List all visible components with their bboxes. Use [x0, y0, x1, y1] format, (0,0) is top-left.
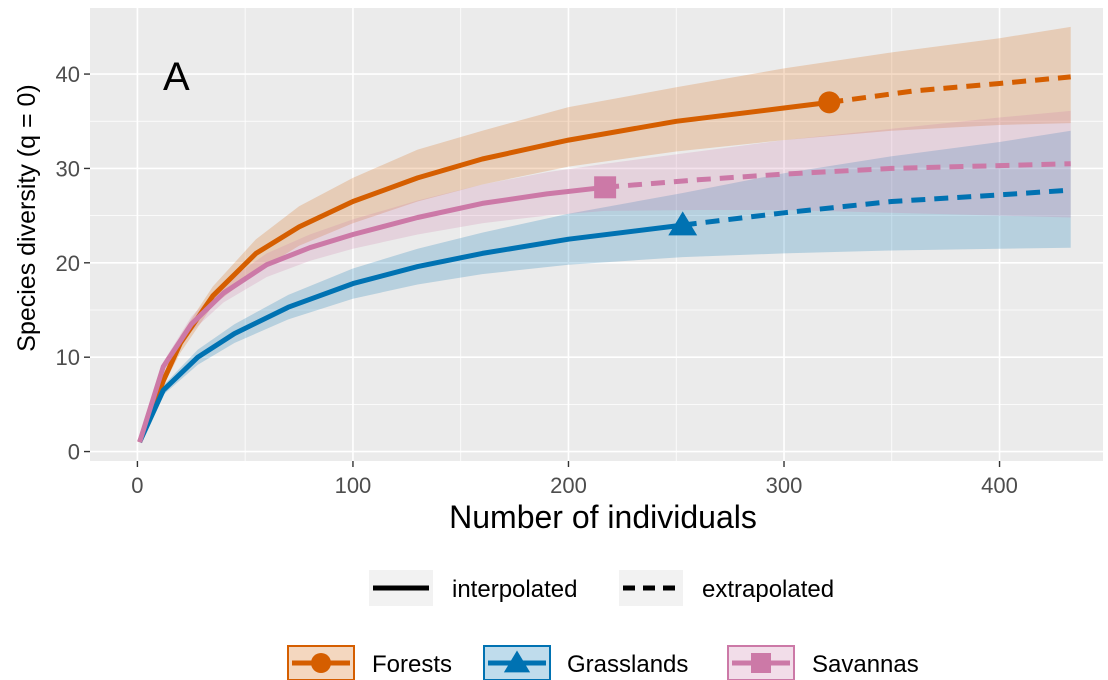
legend-label-savannas: Savannas	[812, 651, 919, 678]
legend-marker-forests	[311, 653, 331, 673]
x-tick-label: 100	[335, 473, 372, 498]
y-tick-label: 30	[56, 156, 80, 181]
ribbon-savannas	[139, 110, 1071, 443]
line-extrapolated-grasslands	[682, 187, 1071, 228]
legend-label-extrapolated: extrapolated	[702, 576, 834, 603]
legend-label-forests: Forests	[372, 651, 452, 678]
y-tick-label: 20	[56, 251, 80, 276]
line-type-legend: interpolated extrapolated	[369, 570, 834, 606]
x-axis-title: Number of individuals	[449, 499, 757, 535]
line-interpolated-grasslands	[137, 222, 684, 444]
x-tick-label: 200	[550, 473, 587, 498]
y-tick-label: 40	[56, 62, 80, 87]
ribbon-grasslands	[139, 130, 1071, 443]
legend-label-grasslands: Grasslands	[567, 651, 688, 678]
x-tick-label: 300	[766, 473, 803, 498]
x-tick-label: 400	[981, 473, 1018, 498]
line-extrapolated-forests	[828, 74, 1071, 105]
observed-point-grasslands	[668, 211, 698, 236]
x-tick-label: 0	[131, 473, 143, 498]
confidence-ribbons	[139, 26, 1071, 443]
legend-marker-savannas	[751, 653, 771, 673]
series-lines	[137, 74, 1071, 444]
legend-label-interpolated: interpolated	[452, 576, 577, 603]
observed-point-forests	[818, 91, 841, 114]
ribbon-forests	[139, 26, 1071, 443]
line-extrapolated-savannas	[604, 161, 1071, 190]
axes: 0 100 200 300 400 0 10 20 30 40	[56, 62, 1018, 498]
legend-marker-grasslands	[503, 650, 531, 673]
observed-point-savannas	[594, 176, 617, 199]
y-axis-title: Species diversity (q = 0)	[13, 84, 41, 351]
observed-markers	[594, 91, 841, 236]
line-interpolated-savannas	[137, 184, 606, 443]
series-legend: Forests Grasslands Savannas	[287, 645, 919, 680]
y-tick-label: 10	[56, 345, 80, 370]
panel-label: A	[163, 55, 190, 99]
y-tick-label: 0	[68, 440, 80, 465]
